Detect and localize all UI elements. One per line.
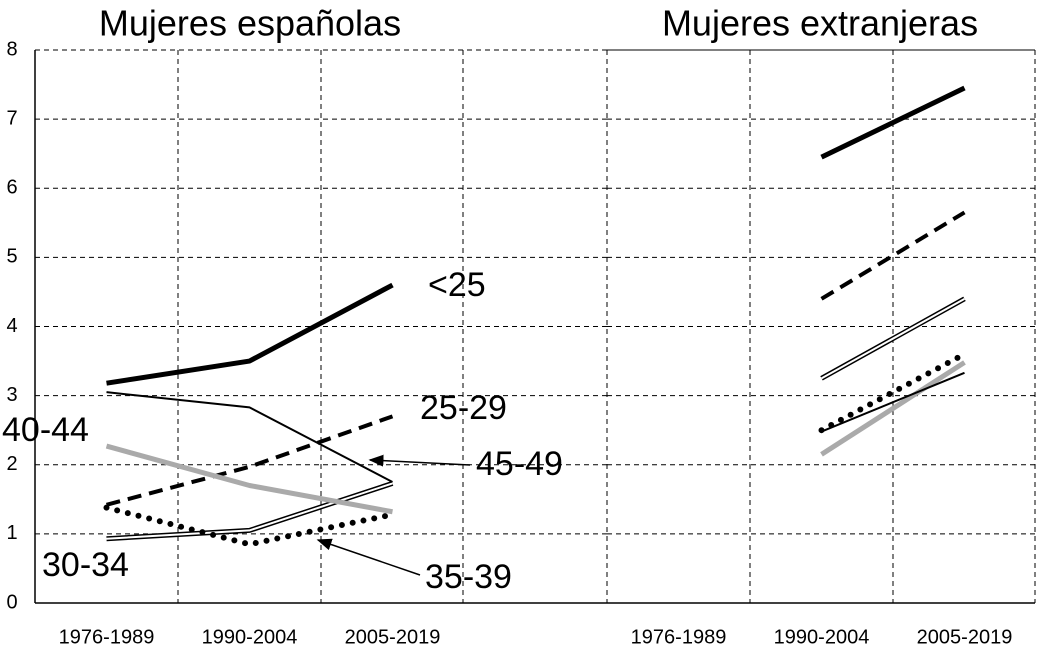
- y-tick-label: 5: [6, 246, 17, 268]
- series-label: 40-44: [2, 411, 89, 449]
- line: [105, 443, 393, 515]
- y-tick-label: 4: [6, 315, 17, 337]
- line: [820, 85, 966, 160]
- y-tick-label: 6: [6, 177, 17, 199]
- line: [820, 360, 966, 457]
- x-tick-label: 1976-1989: [631, 626, 727, 648]
- arrow: [316, 538, 421, 576]
- line: [106, 282, 394, 386]
- panel-title: Mujeres extranjeras: [662, 3, 978, 44]
- y-tick-label: 8: [6, 38, 17, 60]
- x-tick-label: 2005-2019: [345, 626, 441, 648]
- y-tick-label: 7: [6, 107, 17, 129]
- arrow: [368, 454, 471, 467]
- x-tick-label: 2005-2019: [917, 626, 1013, 648]
- series-label: <25: [428, 266, 486, 304]
- line-inner: [106, 482, 393, 540]
- line: [106, 391, 393, 483]
- line: [818, 351, 968, 434]
- panel-title: Mujeres españolas: [99, 3, 401, 44]
- line: [105, 414, 394, 507]
- line: [821, 371, 965, 433]
- series-label: 25-29: [420, 389, 507, 427]
- x-tick-label: 1976-1989: [59, 626, 155, 648]
- x-tick-label: 1990-2004: [774, 626, 870, 648]
- y-tick-label: 0: [6, 591, 17, 613]
- series-label: 45-49: [476, 445, 563, 483]
- line: [820, 210, 966, 301]
- y-tick-label: 3: [6, 384, 17, 406]
- y-tick-label: 1: [6, 522, 17, 544]
- y-tick-label: 2: [6, 453, 17, 475]
- series-label: 30-34: [42, 546, 129, 584]
- line: [103, 504, 396, 548]
- x-tick-label: 1990-2004: [202, 626, 298, 648]
- line-inner: [821, 297, 965, 380]
- series-label: 35-39: [425, 558, 512, 596]
